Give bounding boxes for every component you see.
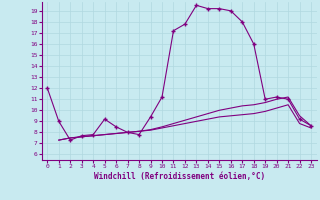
X-axis label: Windchill (Refroidissement éolien,°C): Windchill (Refroidissement éolien,°C) [94,172,265,181]
